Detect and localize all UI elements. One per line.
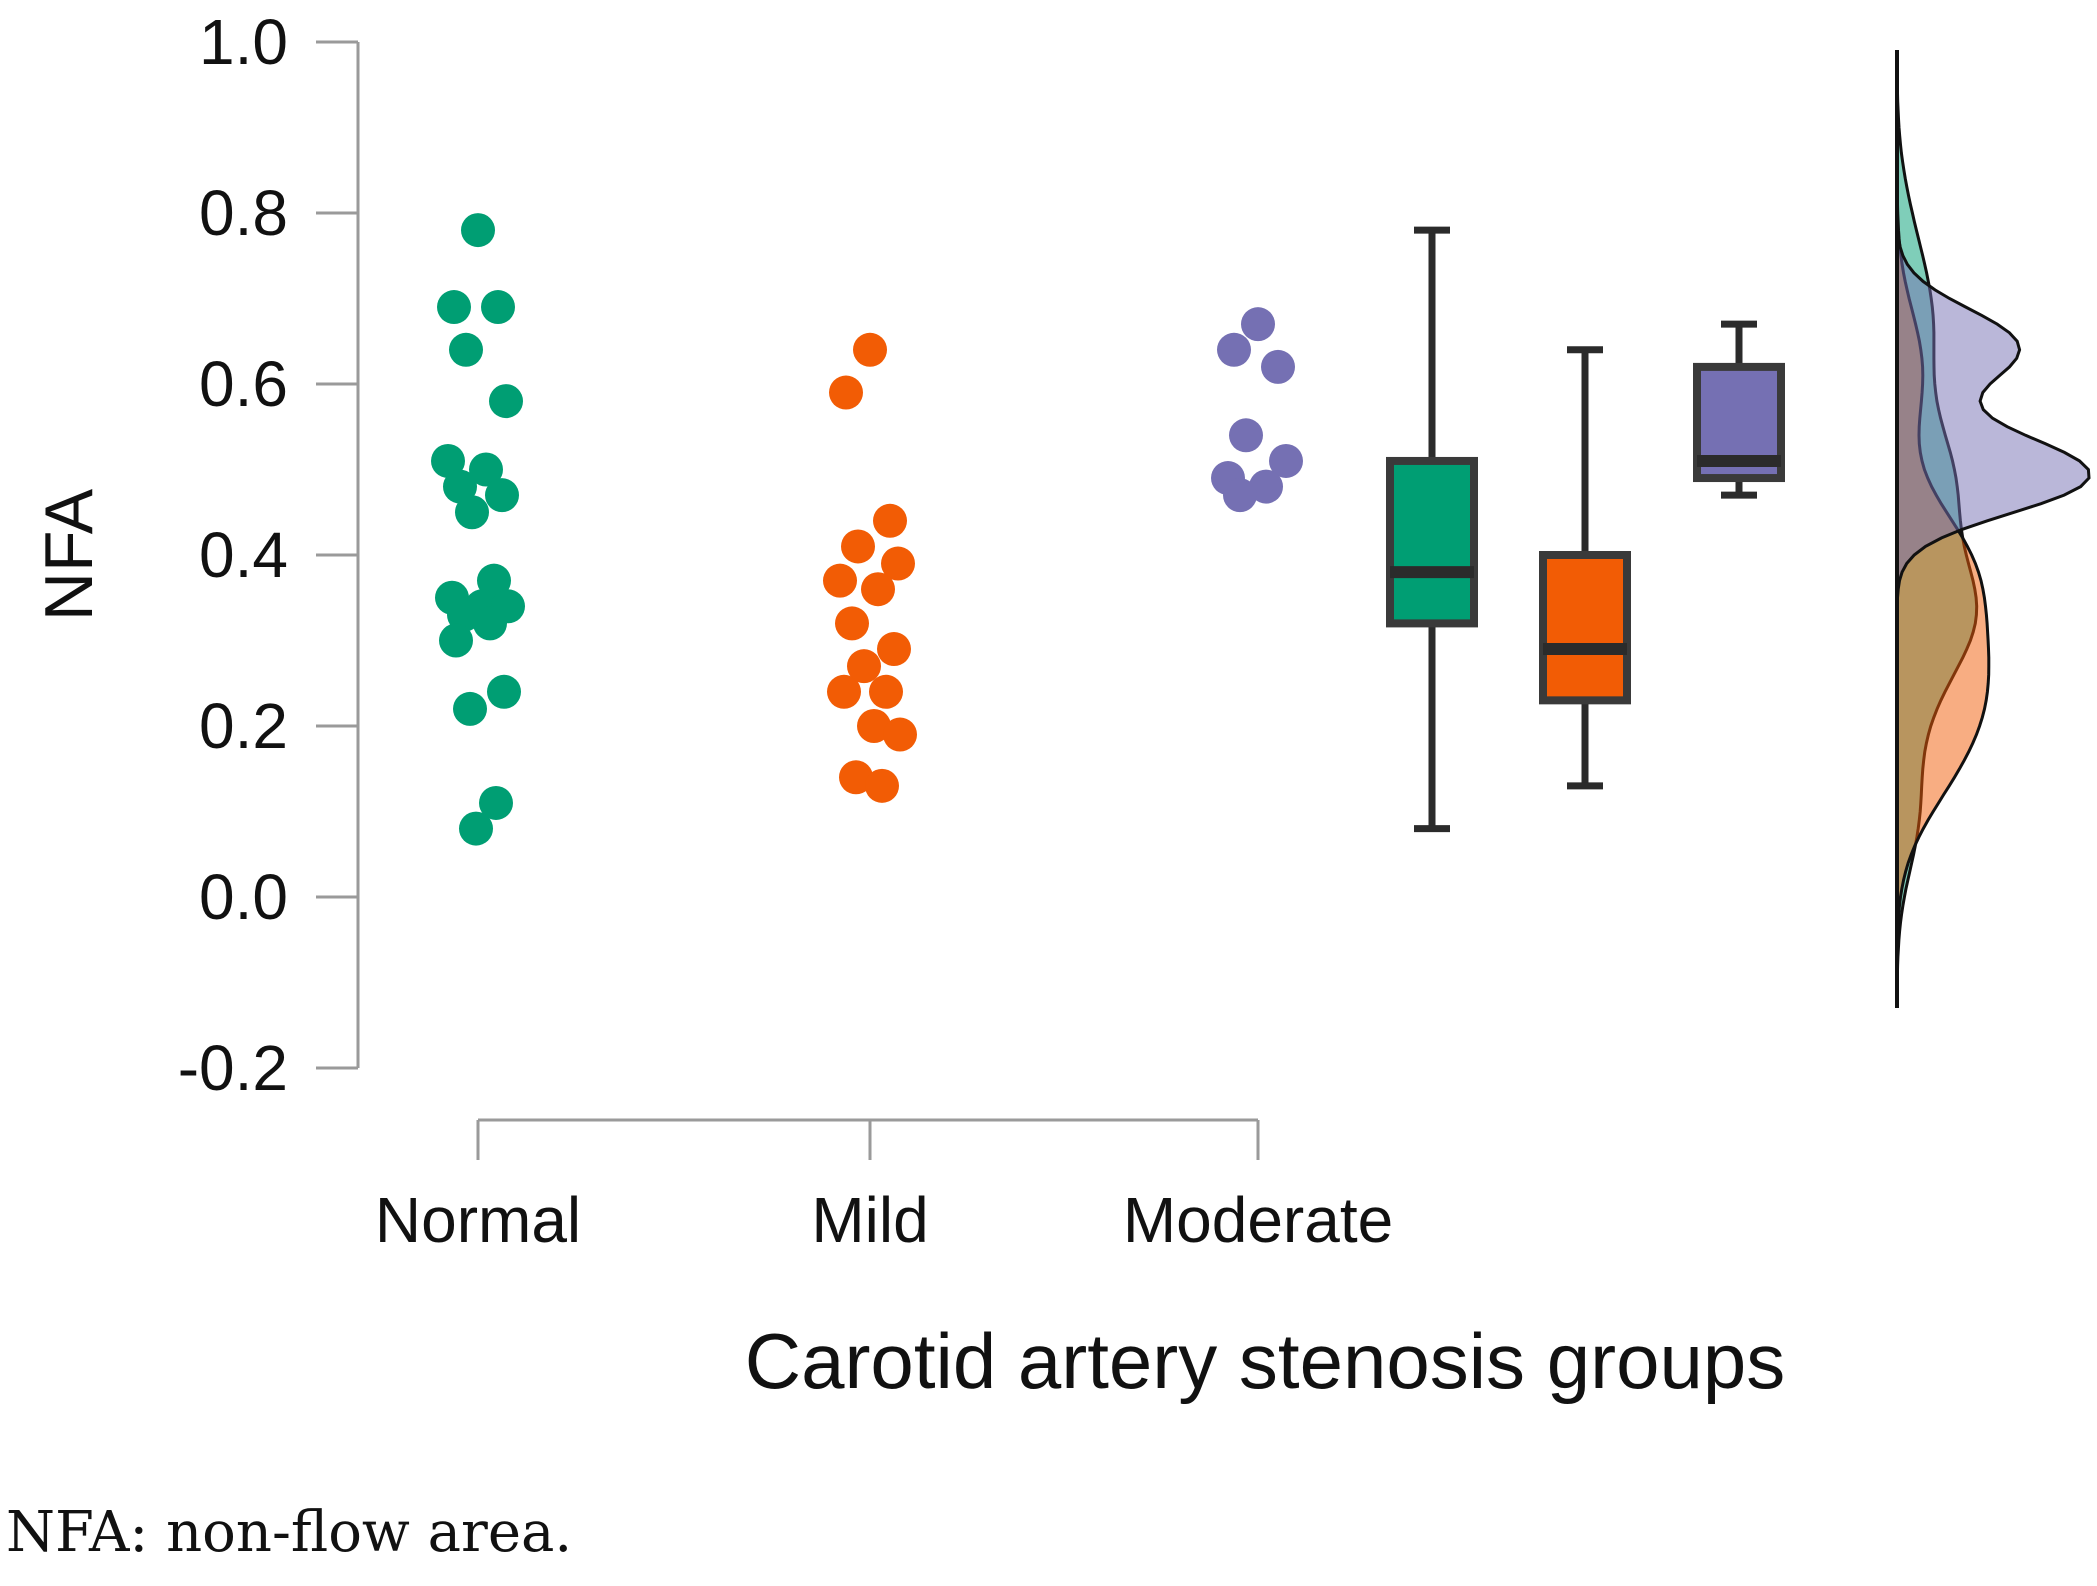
data-points [431, 213, 1303, 846]
x-tick-label: Normal [375, 1184, 581, 1256]
data-point-normal [439, 623, 473, 658]
x-tick-label: Moderate [1123, 1184, 1393, 1256]
box-plot-normal [1386, 226, 1478, 833]
data-point-moderate [1223, 478, 1257, 513]
data-point-moderate [1261, 349, 1295, 384]
y-tick-label: 0.8 [199, 177, 288, 249]
y-axis-title: NFA [31, 488, 107, 621]
data-point-mild [883, 717, 917, 752]
x-axis-title: Carotid artery stenosis groups [745, 1317, 1785, 1405]
data-point-mild [829, 375, 863, 410]
data-point-moderate [1249, 469, 1283, 504]
y-tick-label: -0.2 [178, 1032, 288, 1104]
data-point-normal [455, 495, 489, 530]
data-point-normal [453, 691, 487, 726]
data-point-mild [839, 760, 873, 795]
box-plot-mild [1539, 346, 1631, 790]
data-point-normal [469, 452, 503, 487]
iqr-box [1539, 551, 1631, 705]
x-tick-label: Mild [811, 1184, 928, 1256]
data-point-mild [865, 768, 899, 803]
data-point-mild [873, 503, 907, 538]
data-point-normal [477, 563, 511, 598]
density-moderate [1895, 84, 2091, 983]
iqr-box [1386, 456, 1478, 628]
y-tick-label: 0.6 [199, 348, 288, 420]
data-point-normal [449, 332, 483, 367]
box-plot-moderate [1693, 320, 1785, 499]
data-point-normal [487, 674, 521, 709]
raincloud-chart: -0.2 0.0 0.2 0.4 0.6 0.8 1.0 Normal Mild Moderat… [31, 6, 2091, 1405]
data-point-normal [481, 290, 515, 325]
data-point-normal [485, 478, 519, 513]
figure-caption: NFA: non-flow area. [6, 1500, 573, 1565]
data-point-mild [857, 709, 891, 743]
data-point-mild [823, 563, 857, 598]
data-point-mild [835, 606, 869, 641]
data-point-normal [443, 469, 477, 504]
data-point-moderate [1269, 443, 1303, 478]
data-point-moderate [1217, 332, 1251, 367]
density-curves [1895, 50, 2091, 1008]
data-point-mild [853, 332, 887, 367]
box-plots [1386, 226, 1785, 833]
data-point-normal [437, 290, 471, 325]
data-point-mild [847, 649, 881, 684]
data-point-normal [473, 606, 507, 641]
data-point-normal [447, 597, 481, 632]
data-point-normal [431, 443, 465, 478]
data-point-mild [877, 632, 911, 667]
data-point-mild [869, 674, 903, 709]
data-point-mild [827, 674, 861, 709]
data-point-mild [881, 546, 915, 581]
data-point-moderate [1229, 418, 1263, 453]
y-tick-label: 1.0 [199, 6, 288, 78]
x-axis: Normal Mild Moderate [375, 1118, 1393, 1256]
data-point-normal [459, 811, 493, 846]
data-point-mild [841, 529, 875, 564]
y-tick-label: 0.0 [199, 861, 288, 933]
data-point-mild [861, 572, 895, 607]
data-point-normal [479, 785, 513, 820]
y-tick-label: 0.2 [199, 690, 288, 762]
y-tick-label: 0.4 [199, 519, 288, 591]
data-point-moderate [1241, 307, 1275, 342]
y-axis: -0.2 0.0 0.2 0.4 0.6 0.8 1.0 [178, 6, 360, 1104]
data-point-normal [489, 384, 523, 419]
data-point-normal [461, 213, 495, 248]
